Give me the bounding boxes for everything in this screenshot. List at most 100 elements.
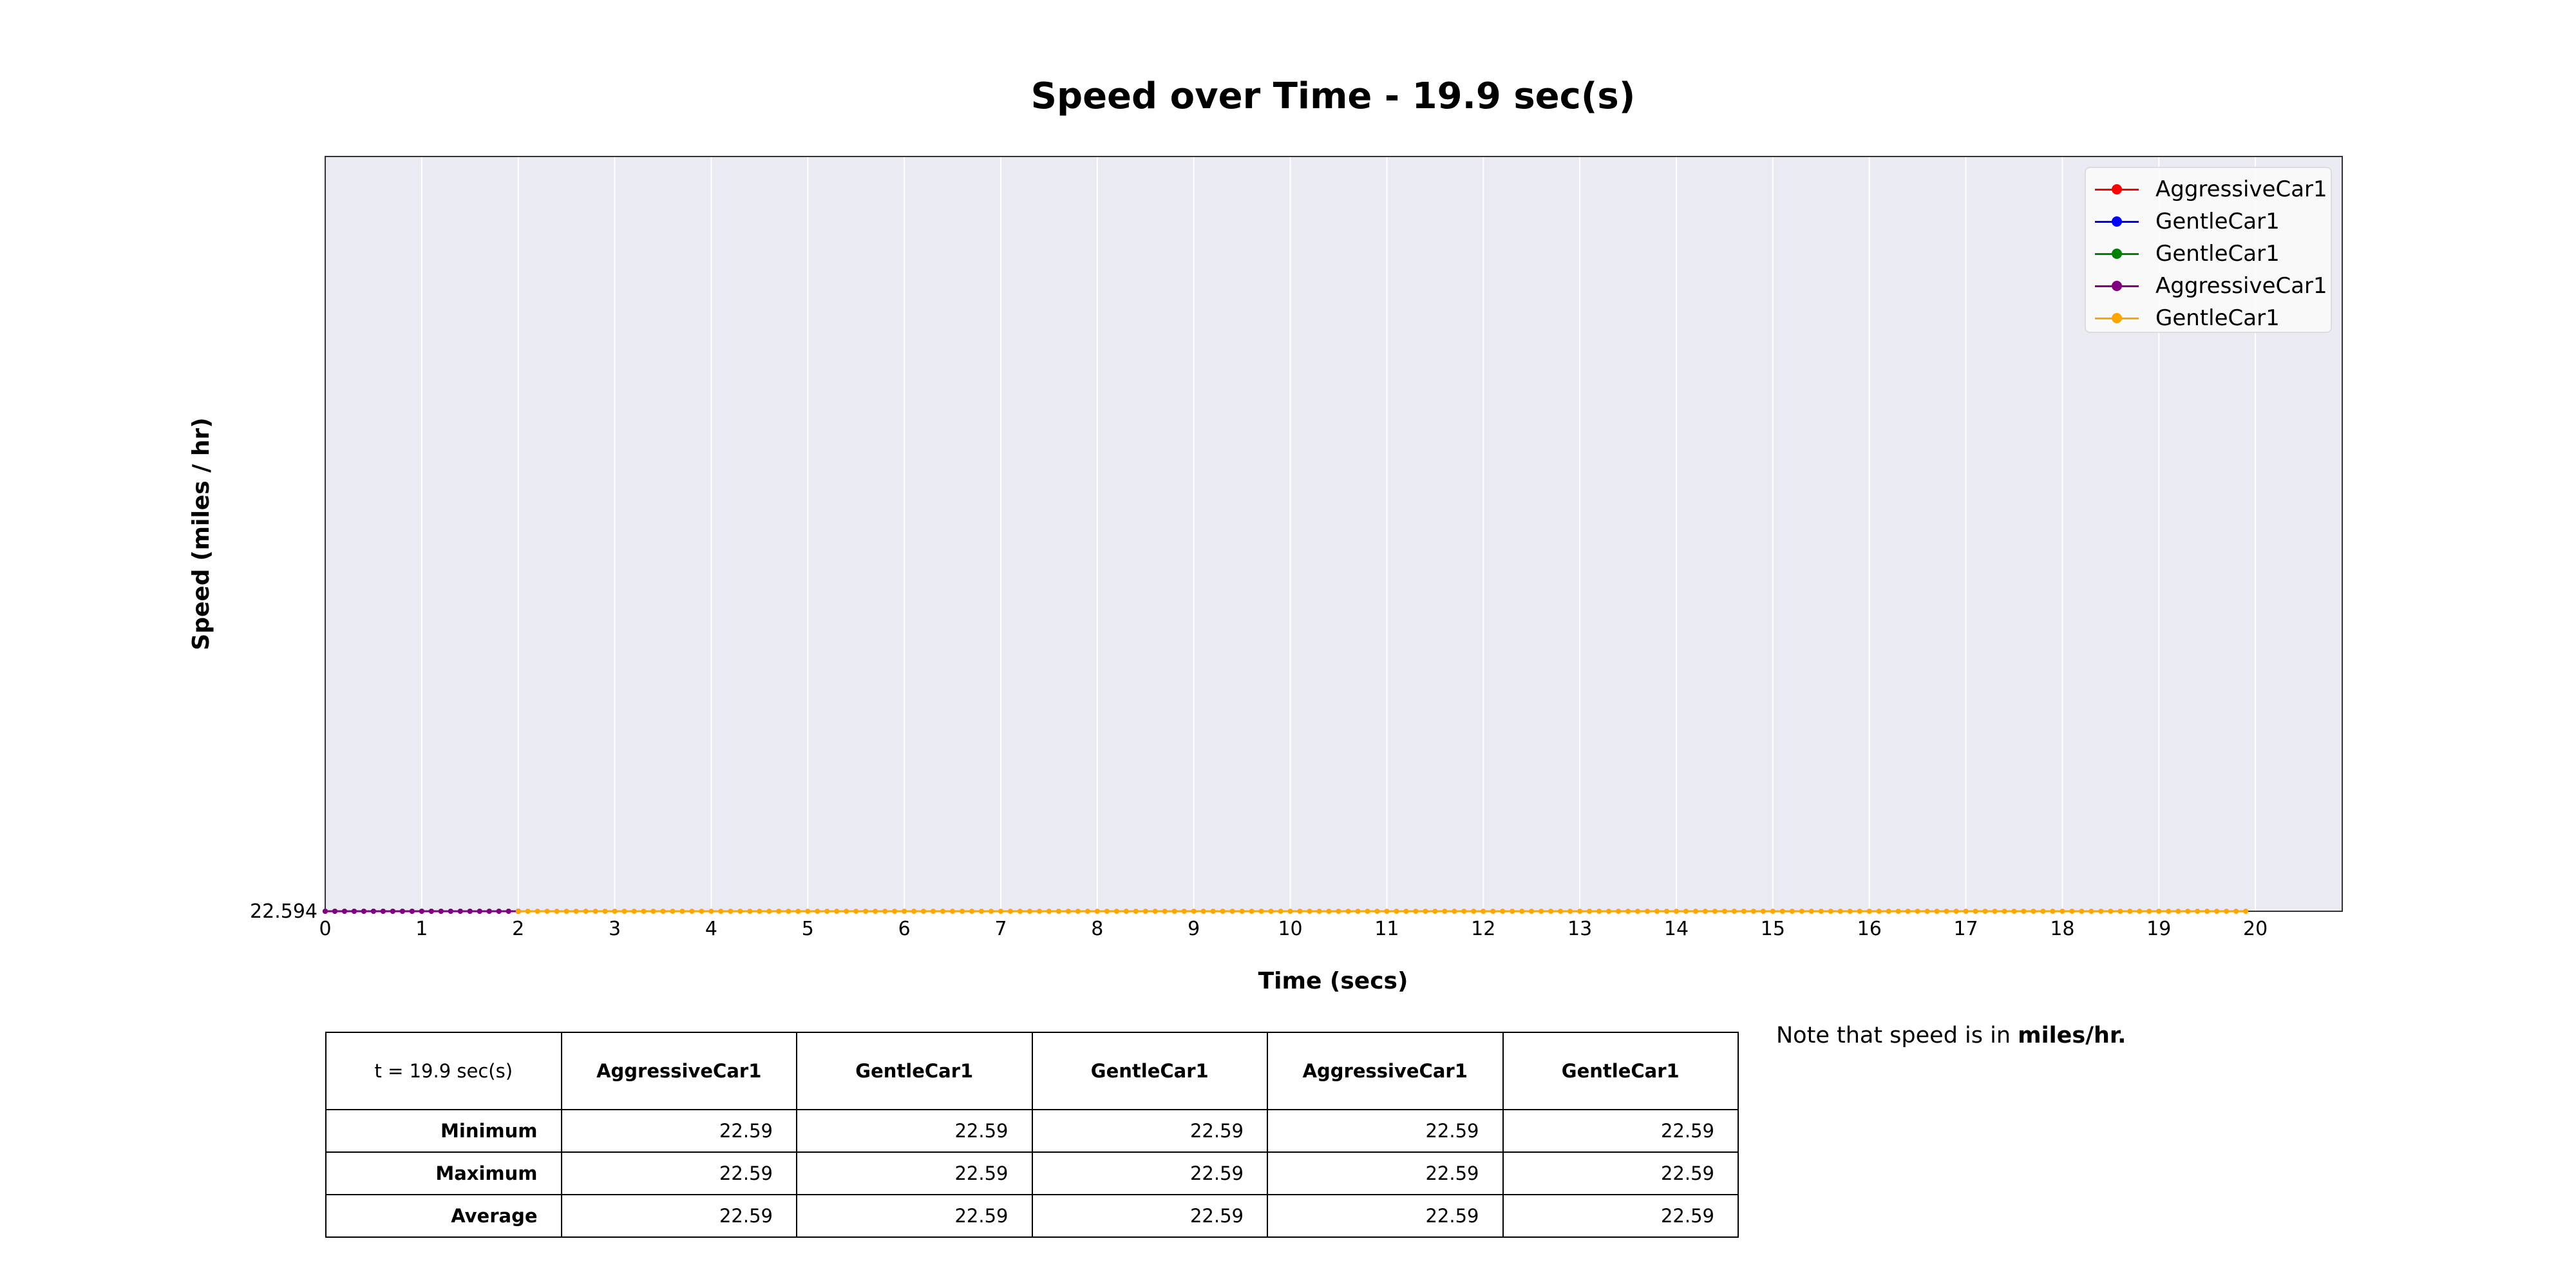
data-point [641, 909, 647, 914]
data-point [2166, 909, 2172, 914]
data-point [1200, 909, 1206, 914]
table-cell: 22.59 [1502, 1194, 1739, 1238]
data-point [535, 909, 540, 914]
series-gentlecar1 [515, 909, 2249, 914]
data-point [1017, 909, 1023, 914]
data-point [1210, 909, 1216, 914]
data-point [1490, 909, 1496, 914]
data-point [2098, 909, 2104, 914]
table-cell: 22.59 [1502, 1151, 1739, 1195]
data-point [351, 909, 357, 914]
data-point [747, 909, 753, 914]
data-point [1133, 909, 1139, 914]
data-point [361, 909, 366, 914]
data-point [1365, 909, 1370, 914]
data-point [631, 909, 637, 914]
data-point [428, 909, 434, 914]
data-point [1123, 909, 1129, 914]
data-point [1510, 909, 1515, 914]
data-point [2060, 909, 2065, 914]
data-point [1326, 909, 1332, 914]
row-label-average: Average [325, 1194, 562, 1238]
data-point [1692, 909, 1698, 914]
legend-item: AggressiveCar1 [2086, 270, 2331, 302]
legend-swatch-marker [2112, 216, 2122, 227]
legend-item: AggressiveCar1 [2086, 173, 2331, 205]
data-point [1944, 909, 1949, 914]
data-point [341, 909, 347, 914]
data-point [1596, 909, 1602, 914]
table-cell: 22.59 [560, 1194, 797, 1238]
data-point [1036, 909, 1042, 914]
data-point [1616, 909, 1622, 914]
x-tick-label: 5 [802, 918, 814, 940]
x-tick-label: 12 [1471, 918, 1495, 940]
data-point [1963, 909, 1969, 914]
data-point [892, 909, 898, 914]
data-point [448, 909, 453, 914]
data-point [573, 909, 579, 914]
data-point [1837, 909, 1843, 914]
row-label-maximum: Maximum [325, 1151, 562, 1195]
data-point [1789, 909, 1795, 914]
data-point [1519, 909, 1525, 914]
data-point [1229, 909, 1235, 914]
data-point [1915, 909, 1920, 914]
legend-label: AggressiveCar1 [2155, 176, 2327, 202]
data-point [1770, 909, 1776, 914]
data-point [757, 909, 762, 914]
data-point [940, 909, 946, 914]
x-tick-label: 13 [1567, 918, 1592, 940]
data-point [2214, 909, 2220, 914]
data-point [863, 909, 869, 914]
legend-label: AggressiveCar1 [2155, 273, 2327, 299]
table-column-header: GentleCar1 [796, 1032, 1033, 1110]
data-point [1374, 909, 1380, 914]
data-point [332, 909, 337, 914]
data-point [960, 909, 965, 914]
data-point [1828, 909, 1833, 914]
table-cell: 22.59 [1031, 1151, 1268, 1195]
data-point [1152, 909, 1158, 914]
data-point [2137, 909, 2143, 914]
data-point [2108, 909, 2114, 914]
x-tick-label: 11 [1374, 918, 1399, 940]
data-point [1027, 909, 1032, 914]
plot-area [325, 156, 2343, 912]
x-tick-label: 10 [1278, 918, 1302, 940]
table-column-header: AggressiveCar1 [560, 1032, 797, 1110]
data-point [795, 909, 801, 914]
data-point [2117, 909, 2123, 914]
data-point [1934, 909, 1940, 914]
data-point [1702, 909, 1708, 914]
table-cell: 22.59 [560, 1109, 797, 1153]
data-point [1577, 909, 1583, 914]
data-point [1905, 909, 1911, 914]
y-tick-labels: 22.594 [250, 900, 317, 923]
data-point [2040, 909, 2046, 914]
data-point [1278, 909, 1283, 914]
data-point [1191, 909, 1197, 914]
x-tick-label: 7 [994, 918, 1007, 940]
data-point [323, 909, 328, 914]
data-point [1866, 909, 1872, 914]
data-point [1539, 909, 1544, 914]
data-point [564, 909, 569, 914]
legend-item: GentleCar1 [2086, 238, 2331, 270]
data-point [2088, 909, 2094, 914]
data-point [650, 909, 656, 914]
data-point [1442, 909, 1448, 914]
y-axis-label: Speed (miles / hr) [188, 417, 214, 650]
data-point [1481, 909, 1486, 914]
row-label-minimum: Minimum [325, 1109, 562, 1153]
data-point [1046, 909, 1052, 914]
data-point [805, 909, 811, 914]
data-point [786, 909, 791, 914]
data-point [1721, 909, 1727, 914]
data-point [1297, 909, 1303, 914]
data-point [1423, 909, 1428, 914]
data-point [728, 909, 734, 914]
data-point [815, 909, 820, 914]
